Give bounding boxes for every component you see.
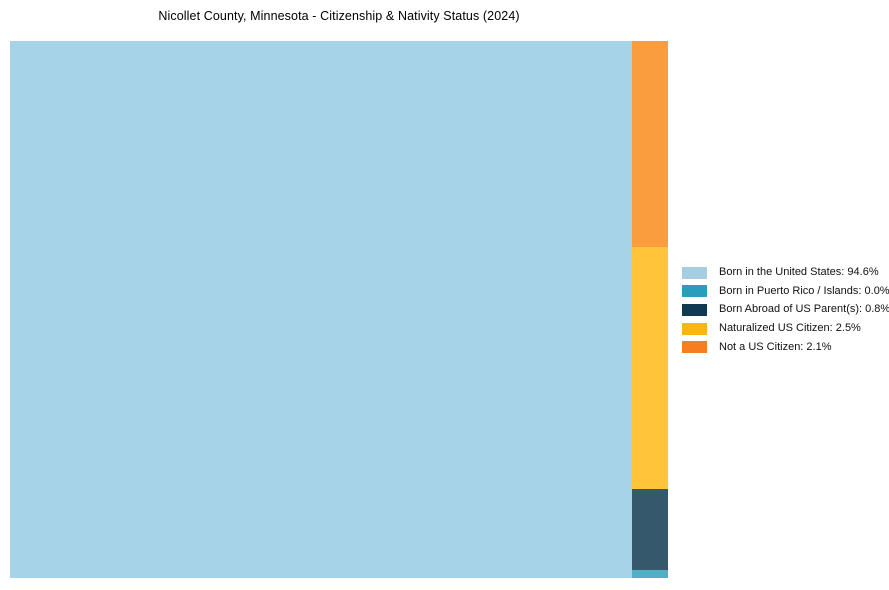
legend-label-puerto-rico: Born in Puerto Rico / Islands: 0.0% — [719, 284, 889, 297]
legend-swatch-born-abroad — [682, 303, 707, 316]
legend-label-naturalized: Naturalized US Citizen: 2.5% — [719, 322, 861, 335]
treemap-plot — [10, 41, 668, 578]
legend-label-born-abroad: Born Abroad of US Parent(s): 0.8% — [719, 303, 889, 316]
legend-item-naturalized[interactable]: Naturalized US Citizen: 2.5% — [682, 322, 889, 335]
legend-swatch-born-us — [682, 266, 707, 279]
legend-swatch-not-citizen — [682, 341, 707, 354]
legend-swatch-puerto-rico — [682, 285, 707, 298]
treemap-cell-puerto-rico[interactable] — [632, 570, 668, 578]
treemap-cell-born-us[interactable] — [10, 41, 632, 578]
legend: Born in the United States: 94.6% Born in … — [682, 266, 889, 359]
treemap-cell-naturalized[interactable] — [632, 247, 668, 489]
legend-item-born-us[interactable]: Born in the United States: 94.6% — [682, 266, 889, 279]
legend-swatch-naturalized — [682, 322, 707, 335]
treemap-cell-not-citizen[interactable] — [632, 41, 668, 247]
legend-item-born-abroad[interactable]: Born Abroad of US Parent(s): 0.8% — [682, 303, 889, 316]
legend-label-born-us: Born in the United States: 94.6% — [719, 266, 879, 278]
legend-item-not-citizen[interactable]: Not a US Citizen: 2.1% — [682, 341, 889, 354]
legend-label-not-citizen: Not a US Citizen: 2.1% — [719, 340, 832, 353]
chart-title: Nicollet County, Minnesota - Citizenship… — [158, 9, 520, 23]
treemap-cell-born-abroad[interactable] — [632, 489, 668, 570]
legend-item-puerto-rico[interactable]: Born in Puerto Rico / Islands: 0.0% — [682, 285, 889, 298]
